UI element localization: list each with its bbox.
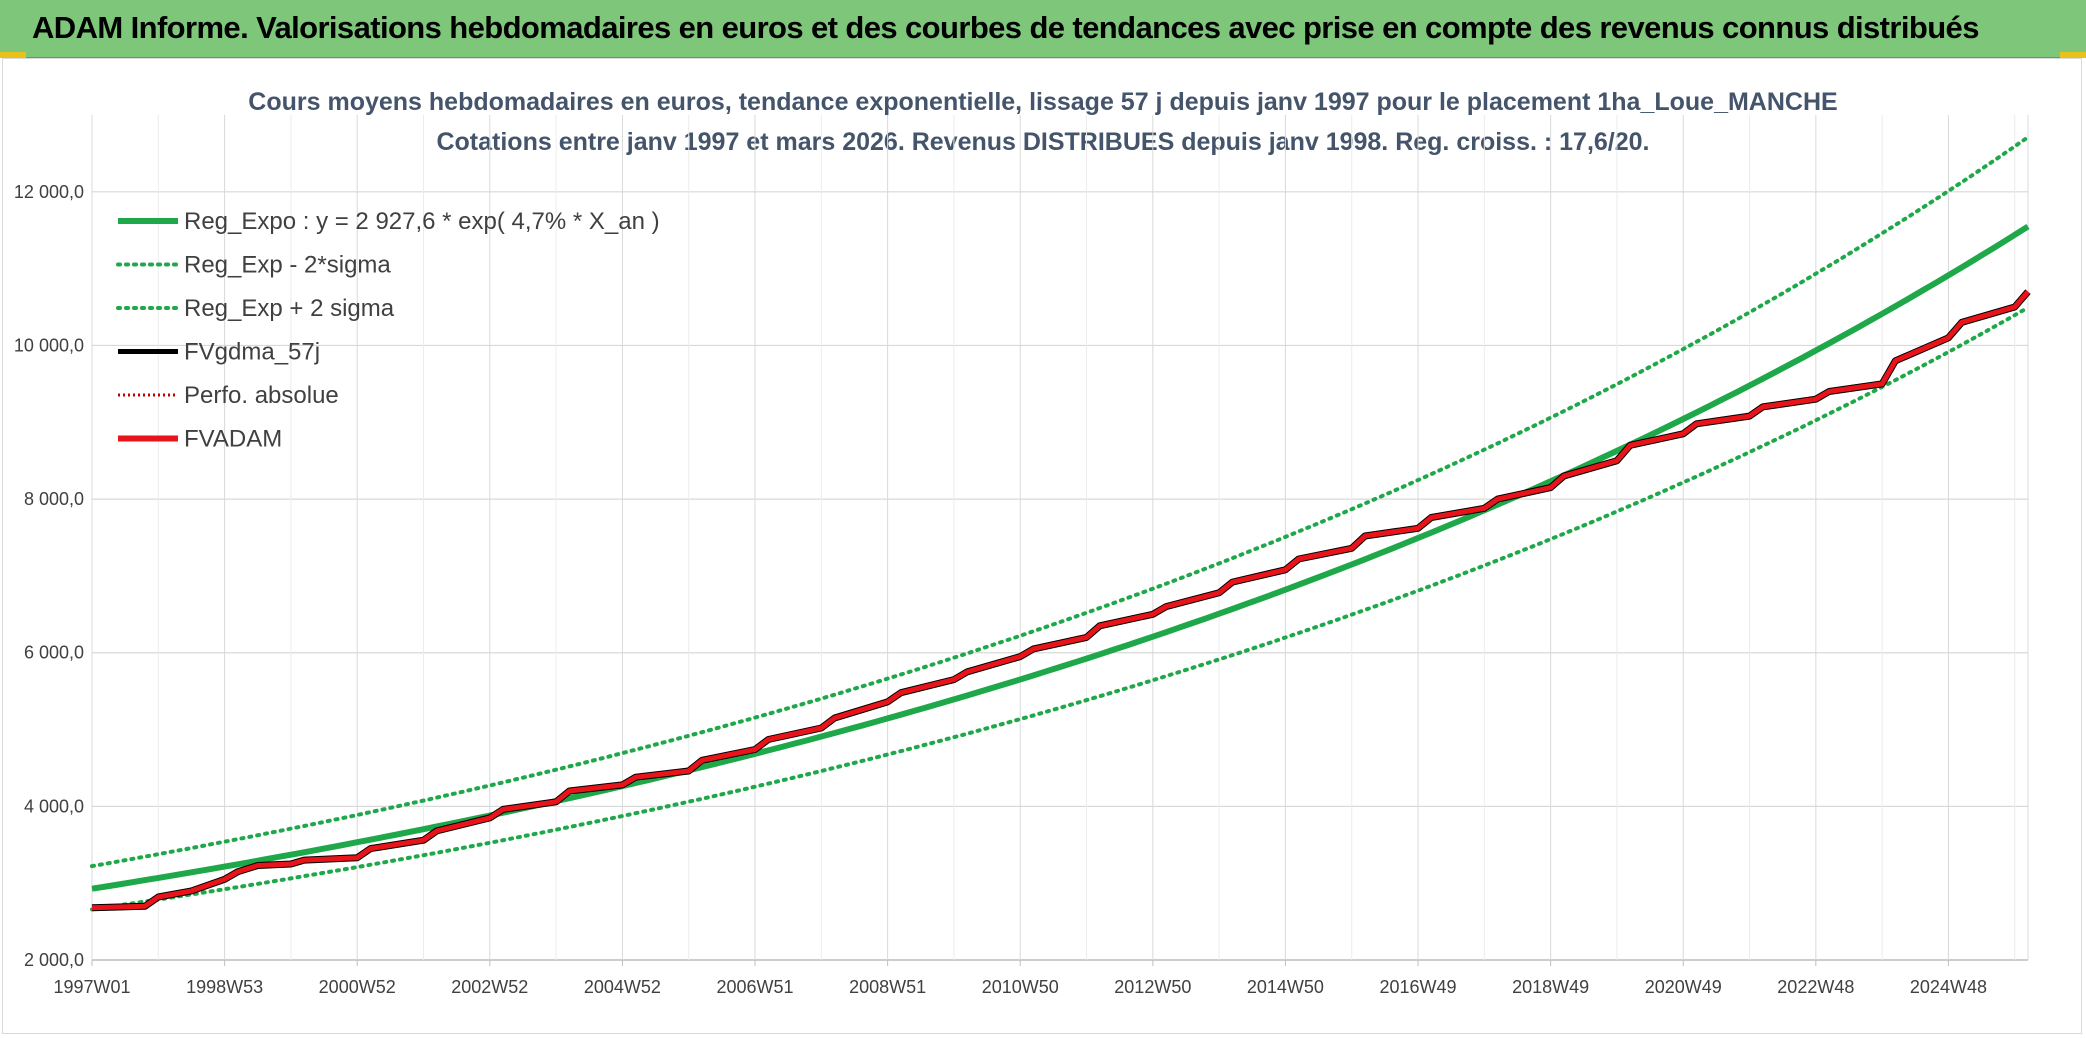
legend-item[interactable]: Reg_Exp + 2 sigma (116, 295, 395, 322)
y-tick-label: 4 000,0 (24, 796, 84, 816)
legend-label: FVgdma_57j (184, 339, 320, 366)
series-fvgdma-57j (91, 289, 2031, 912)
chart-title: Cours moyens hebdomadaires en euros, ten… (248, 88, 1837, 156)
corner-mark (0, 52, 26, 58)
gridlines (91, 115, 2029, 966)
legend-item[interactable]: Perfo. absolue (118, 382, 339, 409)
series-reg-expo (91, 223, 2030, 892)
x-tick-label: 2016W49 (1379, 977, 1456, 997)
report-banner: ADAM Informe. Valorisations hebdomadaire… (0, 0, 2086, 58)
chart-frame (2, 58, 2082, 1034)
x-tick-label: 2008W51 (849, 977, 926, 997)
x-tick-label: 2022W48 (1777, 977, 1854, 997)
chart-title-line-1: Cours moyens hebdomadaires en euros, ten… (248, 88, 1837, 116)
series-fvadam (91, 290, 2030, 911)
legend-item[interactable]: FVgdma_57j (118, 339, 320, 366)
series-reg-minus-2sigma (90, 305, 2030, 912)
chart-title-line-2: Cotations entre janv 1997 et mars 2026. … (436, 128, 1649, 156)
plot-area (90, 135, 2031, 912)
report-title: ADAM Informe. Valorisations hebdomadaire… (32, 10, 1979, 45)
x-tick-label: 2002W52 (451, 977, 528, 997)
x-tick-label: 2014W50 (1247, 977, 1324, 997)
y-tick-label: 10 000,0 (14, 335, 84, 355)
y-axis: 2 000,0 4 000,0 6 000,0 8 000,0 10 000,0 12 0… (14, 182, 84, 970)
x-tick-label: 2006W51 (716, 977, 793, 997)
x-tick-label: 1998W53 (186, 977, 263, 997)
legend-item[interactable]: Reg_Expo : y = 2 927,6 * exp( 4,7% * X_a… (118, 208, 660, 235)
legend-label: Reg_Exp - 2*sigma (184, 252, 391, 279)
legend[interactable]: Reg_Expo : y = 2 927,6 * exp( 4,7% * X_a… (116, 208, 660, 453)
legend-label: Perfo. absolue (184, 382, 339, 409)
y-tick-label: 2 000,0 (24, 950, 84, 970)
y-tick-label: 12 000,0 (14, 182, 84, 202)
x-tick-label: 2018W49 (1512, 977, 1589, 997)
x-tick-label: 2010W50 (982, 977, 1059, 997)
x-axis: 1997W01 1998W53 2000W52 2002W52 2004W52 2006W… (53, 977, 1987, 997)
x-tick-label: 2012W50 (1114, 977, 1191, 997)
legend-label: Reg_Expo : y = 2 927,6 * exp( 4,7% * X_a… (184, 208, 660, 235)
y-tick-label: 8 000,0 (24, 489, 84, 509)
corner-mark (2060, 52, 2086, 58)
x-tick-label: 2004W52 (584, 977, 661, 997)
x-tick-label: 1997W01 (53, 977, 130, 997)
y-tick-label: 6 000,0 (24, 643, 84, 663)
x-tick-label: 2024W48 (1910, 977, 1987, 997)
series-reg-plus-2sigma (90, 135, 2030, 869)
x-tick-label: 2020W49 (1645, 977, 1722, 997)
legend-label: Reg_Exp + 2 sigma (184, 295, 395, 322)
legend-label: FVADAM (184, 426, 282, 453)
legend-item[interactable]: Reg_Exp - 2*sigma (116, 252, 391, 279)
legend-item[interactable]: FVADAM (118, 426, 282, 453)
x-tick-label: 2000W52 (319, 977, 396, 997)
